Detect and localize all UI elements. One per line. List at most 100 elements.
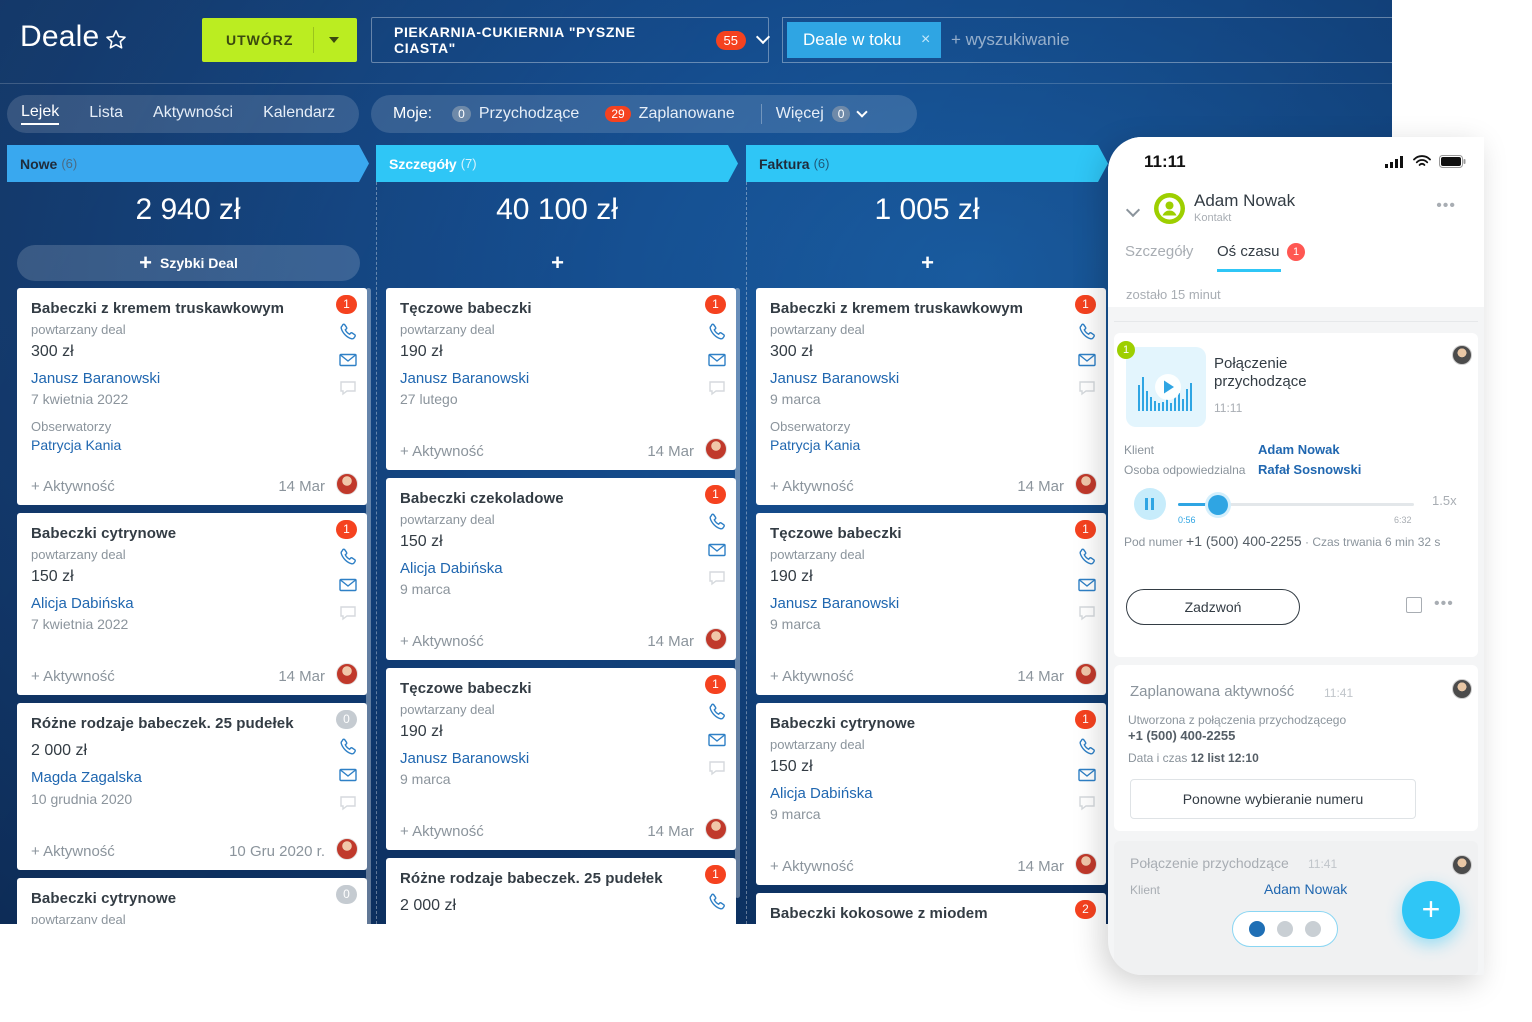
deal-card[interactable]: Babeczki kokosowe z miodem 2 (756, 893, 1106, 924)
phone-icon[interactable] (707, 892, 727, 912)
deal-card[interactable]: Różne rodzaje babeczek. 25 pudełek 0 2 0… (17, 703, 367, 870)
quick-deal-button[interactable]: + Szybki Deal (17, 245, 360, 281)
deal-contact[interactable]: Alicja Dabińska (400, 560, 503, 577)
chat-icon[interactable] (1277, 921, 1293, 937)
redial-button[interactable]: Ponowne wybieranie numeru (1130, 779, 1416, 819)
avatar[interactable] (336, 663, 358, 685)
tab-timeline[interactable]: Oś czasu (1217, 243, 1280, 260)
deal-contact[interactable]: Magda Zagalska (31, 769, 142, 786)
deal-card[interactable]: Babeczki cytrynowe 1 powtarzany deal 150… (756, 703, 1106, 885)
deal-title[interactable]: Babeczki cytrynowe (770, 715, 916, 732)
add-activity-button[interactable]: + Aktywność (400, 823, 484, 840)
search-tag[interactable]: Deale w toku × (787, 22, 941, 58)
phone-icon[interactable] (707, 702, 727, 722)
pause-button[interactable] (1134, 488, 1166, 520)
mail-icon[interactable] (338, 765, 358, 785)
add-activity-button[interactable]: + Aktywność (770, 478, 854, 495)
chat-icon[interactable] (1077, 378, 1097, 398)
deal-card[interactable]: Babeczki cytrynowe 0 powtarzany deal (17, 878, 367, 924)
company-filter[interactable]: PIEKARNIA-CUKIERNIA "PYSZNE CIASTA" 55 (371, 17, 771, 63)
mail-icon[interactable] (1077, 350, 1097, 370)
mail-icon[interactable] (1077, 575, 1097, 595)
deal-title[interactable]: Babeczki kokosowe z miodem (770, 905, 988, 922)
playback-slider[interactable] (1178, 495, 1414, 515)
deal-contact[interactable]: Janusz Baranowski (770, 595, 900, 612)
deal-title[interactable]: Babeczki z kremem truskawkowym (31, 300, 285, 317)
deal-contact[interactable]: Janusz Baranowski (400, 750, 530, 767)
deal-title[interactable]: Tęczowe babeczki (770, 525, 902, 542)
add-activity-button[interactable]: + Aktywność (770, 858, 854, 875)
add-fab-button[interactable]: + (1402, 881, 1460, 939)
incoming-client-link[interactable]: Adam Nowak (1264, 881, 1348, 897)
avatar[interactable] (1075, 853, 1097, 875)
mail-icon[interactable] (1077, 765, 1097, 785)
mail-icon[interactable] (707, 730, 727, 750)
deal-contact[interactable]: Alicja Dabińska (770, 785, 873, 802)
filter-incoming[interactable]: 0 Przychodzące (452, 105, 579, 123)
add-activity-button[interactable]: + Aktywność (400, 633, 484, 650)
avatar[interactable] (1075, 473, 1097, 495)
deal-title[interactable]: Babeczki czekoladowe (400, 490, 564, 507)
chat-icon[interactable] (338, 603, 358, 623)
stage-header[interactable]: Szczegóły (7) (376, 145, 738, 182)
add-activity-button[interactable]: + Aktywność (31, 668, 115, 685)
close-icon[interactable]: × (921, 31, 931, 48)
chat-icon[interactable] (707, 758, 727, 778)
phone-icon[interactable] (1077, 322, 1097, 342)
star-icon[interactable] (104, 28, 128, 52)
playback-handle[interactable] (1208, 495, 1229, 515)
tab-details[interactable]: Szczegóły (1125, 243, 1194, 260)
add-activity-button[interactable]: + Aktywność (400, 443, 484, 460)
chat-icon[interactable] (1077, 793, 1097, 813)
note-icon[interactable] (1406, 597, 1422, 613)
avatar[interactable] (705, 438, 727, 460)
avatar[interactable] (705, 628, 727, 650)
add-activity-button[interactable]: + Aktywność (31, 843, 115, 860)
deal-title[interactable]: Tęczowe babeczki (400, 680, 532, 697)
deal-card[interactable]: Różne rodzaje babeczek. 25 pudełek 1 2 0… (386, 858, 736, 924)
deal-card[interactable]: Tęczowe babeczki 1 powtarzany deal 190 z… (756, 513, 1106, 695)
tab-calendar[interactable]: Kalendarz (263, 104, 336, 121)
add-deal-button[interactable]: + (756, 245, 1099, 281)
deal-title[interactable]: Babeczki cytrynowe (31, 525, 177, 542)
scrollbar[interactable] (366, 288, 371, 924)
filter-more[interactable]: Więcej 0 (776, 105, 869, 123)
phone-icon[interactable] (1077, 547, 1097, 567)
more-icon[interactable]: ••• (1436, 197, 1456, 214)
chevron-down-icon[interactable] (1125, 202, 1141, 218)
avatar[interactable] (1154, 193, 1185, 224)
chat-icon[interactable] (707, 568, 727, 588)
chat-icon[interactable] (338, 378, 358, 398)
deal-title[interactable]: Tęczowe babeczki (400, 300, 532, 317)
deal-contact[interactable]: Janusz Baranowski (400, 370, 530, 387)
scheduled-phone[interactable]: +1 (500) 400-2255 (1128, 728, 1236, 743)
tab-activities[interactable]: Aktywności (153, 104, 234, 121)
deal-card[interactable]: Babeczki cytrynowe 1 powtarzany deal 150… (17, 513, 367, 695)
avatar[interactable] (1452, 679, 1472, 699)
add-deal-button[interactable]: + (386, 245, 729, 281)
contact-name[interactable]: Adam Nowak (1194, 191, 1296, 210)
filter-planned[interactable]: 29 Zaplanowane (605, 105, 735, 123)
client-link[interactable]: Adam Nowak (1258, 442, 1340, 457)
avatar[interactable] (705, 818, 727, 840)
search-box[interactable]: Deale w toku × + wyszukiwanie (782, 17, 1392, 63)
phone-icon[interactable] (707, 512, 727, 532)
observer[interactable]: Patrycja Kania (31, 437, 122, 453)
observer[interactable]: Patrycja Kania (770, 437, 861, 453)
deal-contact[interactable]: Alicja Dabińska (31, 595, 134, 612)
mail-icon[interactable] (338, 350, 358, 370)
mail-icon[interactable] (338, 575, 358, 595)
responsible-link[interactable]: Rafał Sosnowski (1258, 462, 1362, 477)
avatar[interactable] (1452, 345, 1472, 365)
mail-icon[interactable] (1305, 921, 1321, 937)
call-recording-thumbnail[interactable] (1126, 347, 1206, 427)
avatar[interactable] (336, 838, 358, 860)
create-button[interactable]: UTWÓRZ (202, 18, 357, 62)
avatar[interactable] (1075, 663, 1097, 685)
deal-card[interactable]: Babeczki z kremem truskawkowym 1 powtarz… (756, 288, 1106, 505)
create-dropdown-icon[interactable] (329, 37, 339, 43)
add-activity-button[interactable]: + Aktywność (770, 668, 854, 685)
avatar[interactable] (336, 473, 358, 495)
deal-contact[interactable]: Janusz Baranowski (31, 370, 161, 387)
search-input[interactable]: + wyszukiwanie (951, 30, 1070, 49)
